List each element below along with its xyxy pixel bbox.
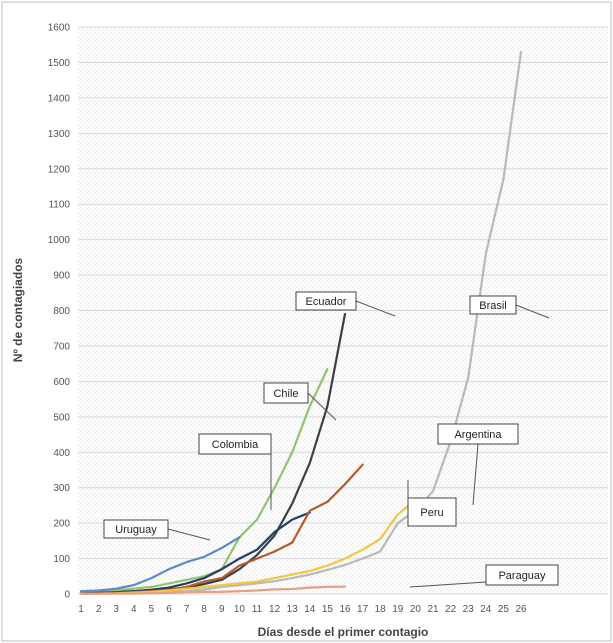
callout-leader-argentina	[472, 443, 479, 506]
x-tick-label: 24	[480, 604, 492, 615]
callout-box-colombia	[198, 433, 272, 455]
callout-leader-paraguay	[409, 581, 487, 588]
x-tick-label: 18	[375, 604, 387, 615]
callout-box-paraguay	[485, 564, 559, 586]
x-tick-label: 16	[339, 604, 351, 615]
callout-label-ecuador: Ecuador	[306, 296, 347, 308]
x-tick-label: 15	[322, 604, 334, 615]
y-tick-label: 400	[53, 448, 70, 459]
x-tick-label: 12	[269, 604, 281, 615]
y-tick-label: 900	[53, 271, 70, 282]
series-line-uruguay	[79, 536, 241, 593]
x-tick-label: 21	[427, 604, 439, 615]
callout-label-brasil: Brasil	[479, 300, 507, 312]
x-tick-label: 10	[234, 604, 246, 615]
x-tick-label: 19	[392, 604, 404, 615]
y-tick-label: 1300	[48, 129, 71, 140]
y-axis-title: Nº de contagiados	[11, 257, 25, 362]
callout-box-uruguay	[103, 519, 169, 539]
callout-box-chile	[263, 382, 309, 404]
y-tick-label: 1400	[48, 93, 71, 104]
gridlines	[78, 26, 608, 595]
callout-label-uruguay: Uruguay	[115, 524, 157, 536]
callout-box-ecuador	[295, 291, 357, 311]
y-tick-label: 600	[53, 377, 70, 388]
x-tick-label: 1	[78, 604, 84, 615]
callout-label-argentina: Argentina	[454, 429, 502, 441]
callout-label-peru: Peru	[420, 507, 443, 519]
callout-leader-ecuador	[355, 300, 396, 317]
x-tick-label: 8	[201, 604, 207, 615]
x-tick-label: 2	[96, 604, 102, 615]
x-tick-label: 11	[252, 604, 263, 615]
callout-label-paraguay: Paraguay	[498, 570, 546, 582]
y-tick-label: 1100	[48, 200, 70, 211]
x-tick-label: 22	[445, 604, 457, 615]
y-tick-label: 300	[53, 483, 70, 494]
x-tick-label: 6	[166, 604, 172, 615]
y-tick-label: 1500	[48, 58, 71, 69]
y-tick-label: 200	[53, 519, 70, 530]
callout-box-peru	[407, 497, 457, 527]
x-tick-label: 5	[149, 604, 155, 615]
series-line-chile	[79, 367, 329, 594]
callout-box-brasil	[469, 295, 517, 315]
x-tick-label: 14	[304, 604, 316, 615]
series-lines	[79, 50, 523, 595]
x-tick-label: 23	[463, 604, 475, 615]
x-tick-label: 3	[113, 604, 119, 615]
x-tick-label: 17	[357, 604, 369, 615]
callouts: Brasil Ecuador Chile Colombia Uruguay Argenti…	[103, 291, 559, 588]
y-tick-label: 800	[53, 306, 70, 317]
x-tick-label: 4	[131, 604, 137, 615]
x-tick-label: 26	[515, 604, 527, 615]
x-axis-ticks: 1 2 3 4 5 6 7 8 9 10 11 12 13 14 15 16 17 18 19 20 21 22 23 24 2…	[78, 604, 527, 615]
y-tick-label: 500	[53, 412, 70, 423]
callout-leader-brasil	[515, 304, 550, 319]
y-tick-label: 700	[53, 341, 70, 352]
x-tick-label: 7	[184, 604, 190, 615]
callout-leader-chile	[307, 392, 337, 421]
callout-leader-uruguay	[167, 528, 211, 541]
y-tick-label: 1600	[48, 23, 71, 34]
series-line-paraguay	[79, 585, 347, 595]
y-axis-ticks: 0 100 200 300 400 500 600 700 800 900 1000 1100 1200…	[48, 23, 71, 601]
x-axis-title: Días desde el primer contagio	[258, 625, 429, 639]
y-tick-label: 1200	[48, 164, 71, 175]
x-tick-label: 13	[287, 604, 299, 615]
x-tick-label: 20	[410, 604, 422, 615]
y-tick-label: 0	[64, 590, 70, 601]
callout-label-chile: Chile	[273, 388, 298, 400]
x-tick-label: 25	[498, 604, 510, 615]
y-tick-label: 100	[53, 554, 70, 565]
callout-box-argentina	[437, 423, 519, 445]
y-tick-label: 1000	[48, 235, 71, 246]
x-tick-label: 9	[219, 604, 225, 615]
callout-label-colombia: Colombia	[212, 439, 259, 451]
